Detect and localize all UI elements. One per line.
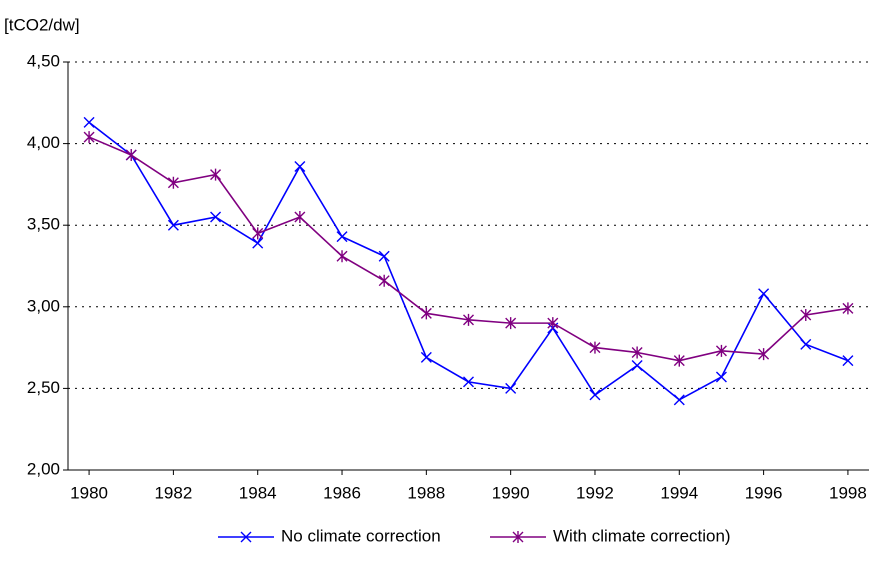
point-marker [758, 348, 770, 361]
legend-marker [240, 531, 252, 543]
point-marker [673, 354, 685, 367]
y-tick-label: 3,00 [27, 296, 60, 315]
y-tick-label: 4,00 [27, 133, 60, 152]
point-marker [589, 341, 601, 354]
point-marker [420, 351, 432, 363]
point-marker [758, 288, 770, 300]
legend-marker [512, 531, 524, 543]
point-marker [83, 131, 95, 144]
x-tick-label: 1998 [829, 483, 867, 502]
legend-label: With climate correction) [553, 526, 731, 545]
x-tick-label: 1990 [492, 483, 530, 502]
x-tick-label: 1980 [70, 483, 108, 502]
point-marker [252, 237, 264, 249]
point-marker [589, 389, 601, 401]
y-tick-label: 4,50 [27, 51, 60, 70]
x-tick-label: 1992 [576, 483, 614, 502]
point-marker [715, 371, 727, 383]
point-marker [167, 176, 179, 189]
point-marker [167, 219, 179, 231]
point-marker [800, 338, 812, 350]
series-line [88, 121, 849, 401]
point-marker [463, 376, 474, 388]
point-marker [210, 168, 222, 181]
y-tick-label: 3,50 [27, 215, 60, 234]
x-tick-label: 1986 [323, 483, 361, 502]
point-marker [715, 344, 727, 357]
x-tick-label: 1994 [660, 483, 698, 502]
point-marker [252, 227, 264, 240]
y-axis-label: [tCO2/dw] [4, 15, 80, 34]
point-marker [336, 250, 348, 263]
y-tick-label: 2,50 [27, 378, 60, 397]
point-marker [800, 308, 812, 321]
point-marker [125, 149, 137, 162]
x-tick-label: 1988 [407, 483, 445, 502]
legend-label: No climate correction [281, 526, 441, 545]
x-tick-label: 1984 [239, 483, 277, 502]
point-marker [420, 307, 432, 320]
point-marker [631, 360, 643, 372]
point-marker [842, 355, 854, 367]
x-tick-label: 1982 [154, 483, 192, 502]
x-tick-label: 1996 [745, 483, 783, 502]
series-line [88, 136, 849, 362]
point-marker [631, 346, 643, 359]
point-marker [547, 317, 559, 330]
point-marker [294, 211, 306, 224]
point-marker [378, 250, 390, 262]
point-marker [463, 313, 474, 326]
y-tick-label: 2,00 [27, 459, 60, 478]
point-marker [505, 317, 517, 330]
point-marker [673, 394, 685, 406]
point-marker [378, 274, 390, 287]
point-marker [294, 160, 306, 172]
point-marker [842, 302, 854, 315]
point-marker [505, 382, 517, 394]
point-marker [210, 211, 222, 223]
point-marker [336, 231, 348, 243]
point-marker [83, 116, 95, 128]
